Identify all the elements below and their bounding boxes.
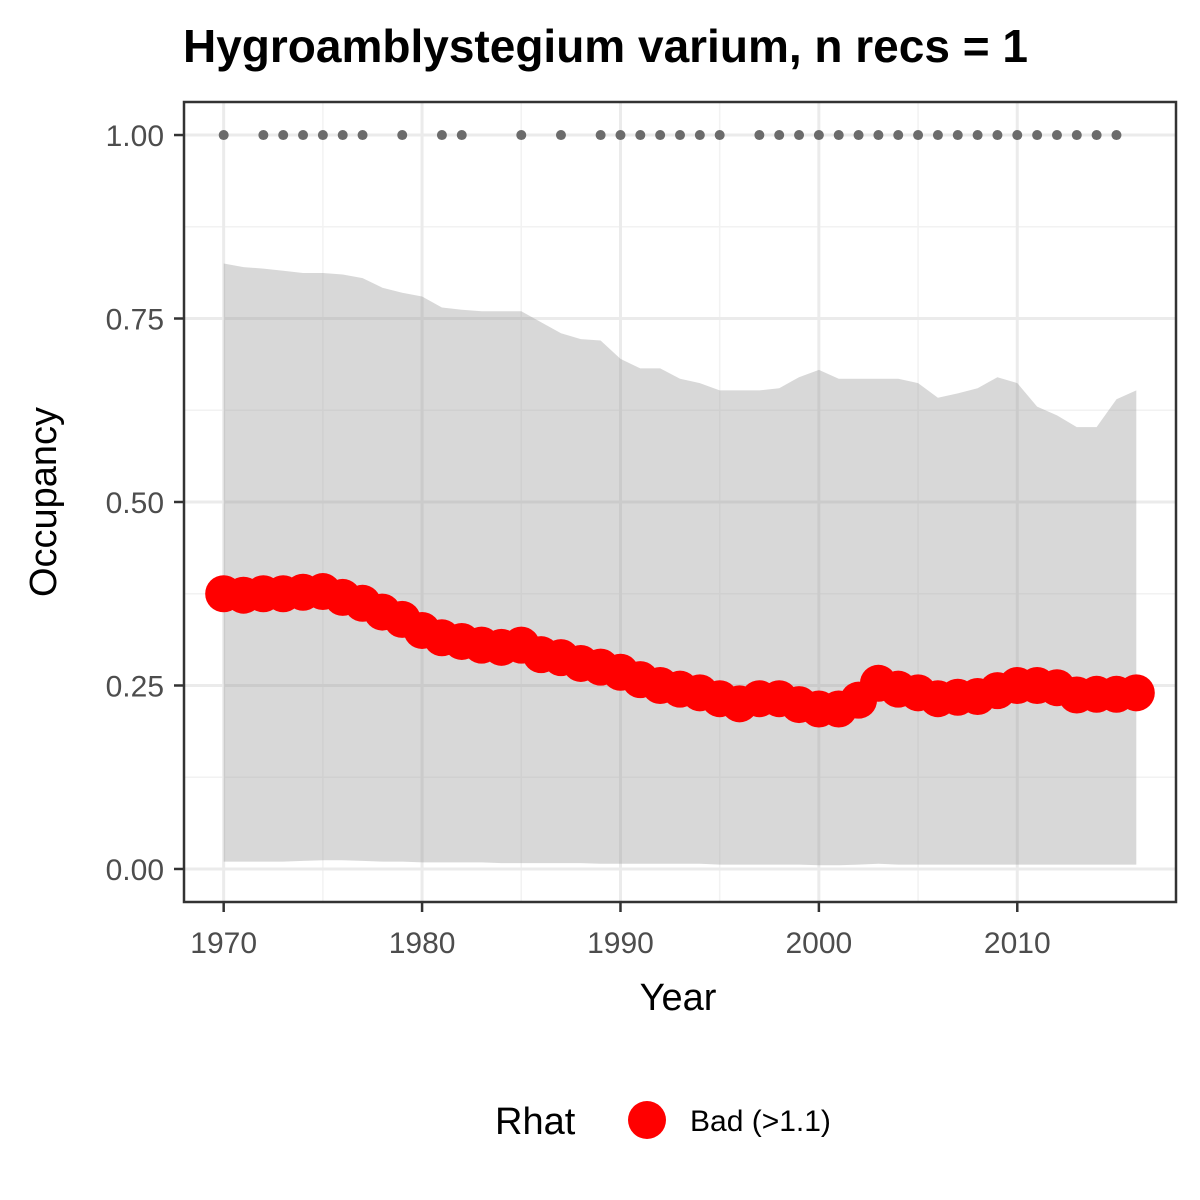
record-year-point: [833, 130, 844, 141]
y-tick-label: 1.00: [106, 120, 164, 153]
record-year-point: [615, 130, 626, 141]
record-year-point: [595, 130, 606, 141]
y-tick-label: 0.50: [106, 487, 164, 520]
record-year-point: [873, 130, 884, 141]
record-year-point: [1051, 130, 1062, 141]
y-axis-title: Occupancy: [23, 407, 65, 597]
record-year-point: [774, 130, 785, 141]
record-year-point: [456, 130, 467, 141]
chart-title: Hygroamblystegium varium, n recs = 1: [183, 20, 1028, 72]
credible-interval-ribbon: [223, 263, 1137, 866]
record-year-point: [952, 130, 963, 141]
x-tick-label: 1990: [587, 927, 654, 960]
record-year-point: [1012, 130, 1023, 141]
record-year-point: [893, 130, 904, 141]
x-tick-label: 1980: [389, 927, 456, 960]
record-year-point: [813, 130, 824, 141]
x-axis-title: Year: [640, 977, 717, 1019]
record-year-point: [1071, 130, 1082, 141]
record-year-point: [1091, 130, 1102, 141]
legend: Rhat Bad (>1.1): [495, 1101, 831, 1143]
record-year-point: [218, 130, 229, 141]
record-year-point: [337, 130, 348, 141]
record-year-point: [635, 130, 646, 141]
record-year-point: [913, 130, 924, 141]
legend-label-bad: Bad (>1.1): [690, 1105, 831, 1138]
x-tick-label: 2000: [786, 927, 853, 960]
record-year-point: [516, 130, 527, 141]
record-year-point: [655, 130, 666, 141]
record-year-point: [754, 130, 765, 141]
record-year-point: [317, 130, 328, 141]
record-year-point: [992, 130, 1003, 141]
record-year-point: [436, 130, 447, 141]
record-year-point: [694, 130, 705, 141]
record-year-point: [1111, 130, 1122, 141]
record-year-point: [258, 130, 269, 141]
record-year-point: [298, 130, 309, 141]
x-tick-label: 2010: [984, 927, 1051, 960]
record-year-point: [1032, 130, 1043, 141]
record-year-point: [794, 130, 805, 141]
record-year-point: [357, 130, 368, 141]
record-year-point: [972, 130, 983, 141]
record-year-point: [932, 130, 943, 141]
y-tick-label: 0.75: [106, 304, 164, 337]
y-tick-label: 0.00: [106, 854, 164, 887]
record-year-point: [853, 130, 864, 141]
plot-area: 0.00 0.25 0.50 0.75 1.00 1970 1980 1990 2000 2010: [106, 100, 1178, 960]
x-tick-label: 1970: [190, 927, 257, 960]
record-year-point: [555, 130, 566, 141]
legend-key-bad: [628, 1101, 666, 1139]
record-year-point: [278, 130, 289, 141]
record-year-point: [397, 130, 408, 141]
record-year-point: [714, 130, 725, 141]
legend-title: Rhat: [495, 1101, 576, 1143]
occupancy-point: [1117, 674, 1155, 712]
y-tick-label: 0.25: [106, 670, 164, 703]
record-year-point: [675, 130, 685, 141]
